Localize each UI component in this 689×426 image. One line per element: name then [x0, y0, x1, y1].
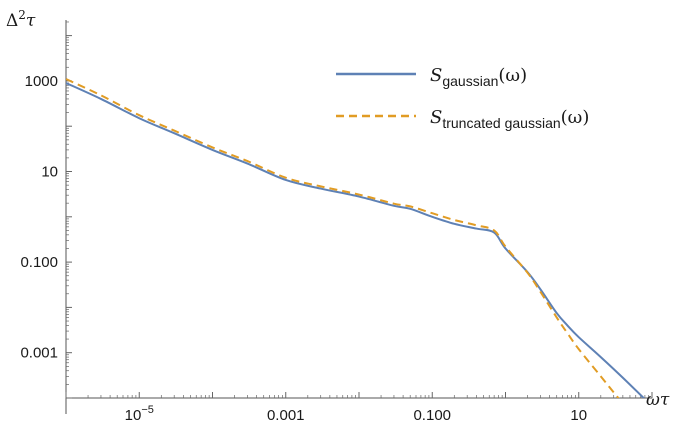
series-layer: [66, 78, 646, 398]
x-tick-label: 0.001: [267, 407, 305, 424]
y-axis-label: Δ2τ: [6, 8, 36, 31]
truncated-gaussian-series-line: [66, 78, 620, 398]
x-tick-label: 10: [570, 407, 587, 424]
legend: Sgaussian(ω) Struncated gaussian(ω): [336, 65, 589, 131]
legend-entry-label: Sgaussian(ω): [430, 65, 527, 89]
x-ticks: 10−5 0.001 0.100 10: [65, 392, 653, 424]
y-tick-label: 10: [41, 164, 58, 181]
y-tick-label: 1000: [25, 73, 58, 90]
y-ticks: 0.001 0.100 10 1000: [20, 21, 72, 399]
x-tick-label: 10−5: [125, 404, 154, 424]
gaussian-series-line: [66, 82, 646, 398]
x-axis-label: ωτ: [646, 390, 670, 410]
x-tick-label: 0.100: [413, 407, 451, 424]
axes: 0.001 0.100 10 1000 10−5 0.001 0.100 10: [20, 20, 653, 424]
y-tick-label: 0.001: [20, 345, 58, 362]
legend-entry-label: Struncated gaussian(ω): [430, 107, 589, 131]
y-tick-label: 0.100: [20, 254, 58, 271]
